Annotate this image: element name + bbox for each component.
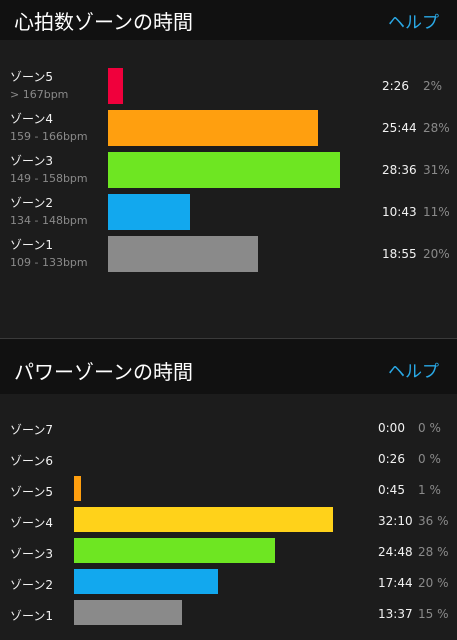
power-zones-header: パワーゾーンの時間 ヘルプ	[0, 339, 457, 394]
heart-rate-zone-percent: 28%	[423, 121, 450, 135]
heart-rate-zone-time: 2:26	[382, 79, 409, 93]
power-zone-bar	[74, 507, 333, 532]
power-zone-name: ゾーン2	[10, 578, 54, 592]
heart-rate-zone-bar	[108, 236, 258, 272]
power-zone-percent: 28 %	[418, 545, 449, 559]
heart-rate-zones-header: 心拍数ゾーンの時間 ヘルプ	[0, 0, 457, 40]
section-divider	[0, 338, 457, 339]
power-zone-time: 24:48	[378, 545, 413, 559]
power-zones-chart: ゾーン7 0:00 0 % ゾーン6 0:26 0 % ゾーン5 0:45 1 % ゾーン4 32:…	[0, 394, 457, 640]
heart-rate-zone-time: 10:43	[382, 205, 417, 219]
heart-rate-zone-time: 18:55	[382, 247, 417, 261]
power-zone-name: ゾーン5	[10, 485, 54, 499]
heart-rate-zones-panel: 心拍数ゾーンの時間 ヘルプ ゾーン5 > 167bpm 2:26 2% ゾーン4 159 …	[0, 0, 457, 338]
heart-rate-help-link[interactable]: ヘルプ	[388, 13, 439, 33]
power-zone-row: ゾーン3 24:48 28 %	[0, 538, 457, 569]
power-zone-name: ゾーン4	[10, 516, 54, 530]
power-zone-bar	[74, 538, 275, 563]
power-help-link[interactable]: ヘルプ	[388, 362, 439, 382]
power-zone-percent: 1 %	[418, 483, 441, 497]
heart-rate-zone-range: 134 - 148bpm	[10, 214, 88, 227]
heart-rate-zone-percent: 20%	[423, 247, 450, 261]
power-zone-bar	[74, 476, 81, 501]
power-zone-time: 13:37	[378, 607, 413, 621]
heart-rate-zone-percent: 11%	[423, 205, 450, 219]
heart-rate-zone-time: 25:44	[382, 121, 417, 135]
power-zone-bar	[74, 600, 182, 625]
power-zone-name: ゾーン6	[10, 454, 54, 468]
heart-rate-zone-bar	[108, 152, 340, 188]
heart-rate-zone-name: ゾーン1	[10, 238, 54, 252]
heart-rate-zone-row: ゾーン4 159 - 166bpm 25:44 28%	[0, 110, 457, 152]
heart-rate-zone-range: 159 - 166bpm	[10, 130, 88, 143]
power-zone-percent: 36 %	[418, 514, 449, 528]
heart-rate-zone-time: 28:36	[382, 163, 417, 177]
heart-rate-zone-name: ゾーン2	[10, 196, 54, 210]
heart-rate-zone-bar	[108, 110, 318, 146]
power-zone-row: ゾーン7 0:00 0 %	[0, 414, 457, 445]
power-zone-percent: 20 %	[418, 576, 449, 590]
power-zone-row: ゾーン4 32:10 36 %	[0, 507, 457, 538]
heart-rate-zone-range: 149 - 158bpm	[10, 172, 88, 185]
heart-rate-zone-percent: 2%	[423, 79, 443, 93]
power-zone-time: 32:10	[378, 514, 413, 528]
heart-rate-zone-row: ゾーン3 149 - 158bpm 28:36 31%	[0, 152, 457, 194]
power-zone-name: ゾーン1	[10, 609, 54, 623]
power-zone-percent: 0 %	[418, 421, 441, 435]
power-zone-name: ゾーン7	[10, 423, 54, 437]
heart-rate-zone-bar	[108, 194, 190, 230]
heart-rate-zones-chart: ゾーン5 > 167bpm 2:26 2% ゾーン4 159 - 166bpm 25:44 2…	[0, 40, 457, 338]
heart-rate-zone-name: ゾーン4	[10, 112, 54, 126]
heart-rate-zone-row: ゾーン5 > 167bpm 2:26 2%	[0, 68, 457, 110]
power-zone-percent: 15 %	[418, 607, 449, 621]
power-zone-row: ゾーン1 13:37 15 %	[0, 600, 457, 631]
heart-rate-zones-title: 心拍数ゾーンの時間	[14, 10, 193, 34]
heart-rate-zone-bar	[108, 68, 123, 104]
power-zone-time: 0:00	[378, 421, 405, 435]
heart-rate-zone-percent: 31%	[423, 163, 450, 177]
power-zone-time: 0:26	[378, 452, 405, 466]
power-zone-percent: 0 %	[418, 452, 441, 466]
heart-rate-zone-range: > 167bpm	[10, 88, 69, 101]
power-zone-row: ゾーン5 0:45 1 %	[0, 476, 457, 507]
heart-rate-zone-range: 109 - 133bpm	[10, 256, 88, 269]
power-zone-name: ゾーン3	[10, 547, 54, 561]
heart-rate-zone-row: ゾーン1 109 - 133bpm 18:55 20%	[0, 236, 457, 278]
power-zone-time: 0:45	[378, 483, 405, 497]
heart-rate-zone-name: ゾーン5	[10, 70, 54, 84]
power-zone-time: 17:44	[378, 576, 413, 590]
heart-rate-zone-name: ゾーン3	[10, 154, 54, 168]
power-zone-row: ゾーン2 17:44 20 %	[0, 569, 457, 600]
heart-rate-zone-row: ゾーン2 134 - 148bpm 10:43 11%	[0, 194, 457, 236]
power-zone-bar	[74, 569, 218, 594]
power-zones-panel: パワーゾーンの時間 ヘルプ ゾーン7 0:00 0 % ゾーン6 0:26 0 % ゾーン5…	[0, 339, 457, 640]
power-zones-title: パワーゾーンの時間	[14, 360, 193, 384]
power-zone-row: ゾーン6 0:26 0 %	[0, 445, 457, 476]
